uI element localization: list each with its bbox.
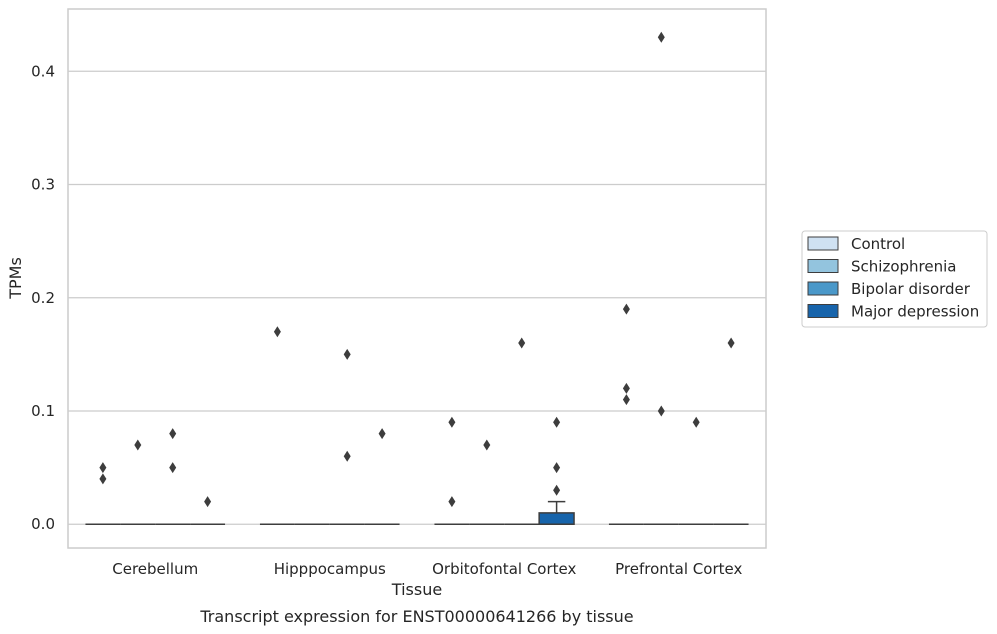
outlier-point (553, 484, 561, 496)
boxes (85, 500, 749, 525)
legend-swatch (807, 236, 839, 251)
outlier-point (692, 416, 700, 428)
chart-caption: Transcript expression for ENST0000064126… (199, 607, 633, 626)
outlier-point (518, 337, 526, 349)
outlier-point (204, 496, 212, 508)
outlier-point (657, 405, 665, 417)
y-tick-label: 0.0 (31, 515, 55, 533)
x-tick-label: Orbitofontal Cortex (432, 560, 576, 578)
outlier-point (657, 31, 665, 43)
grid-lines (68, 70, 766, 525)
legend-swatch (807, 259, 839, 273)
outlier-point (622, 382, 630, 394)
outlier-point (483, 439, 491, 451)
outlier-point (273, 326, 281, 338)
legend-frame (801, 230, 988, 328)
outlier-point (553, 462, 561, 474)
outlier-point (553, 416, 561, 428)
outlier-point (727, 337, 735, 349)
outlier-point (99, 462, 107, 474)
plot-area-frame (67, 8, 767, 549)
outlier-point (622, 303, 630, 315)
box (538, 512, 575, 525)
x-tick-label: Prefrontal Cortex (615, 560, 742, 578)
x-axis-ticks: Cerebellum Hipppocampus Orbitofontal Corte… (112, 560, 742, 578)
x-axis-title: Tissue (391, 580, 442, 599)
outlier-point (343, 450, 351, 462)
x-tick-label: Hipppocampus (274, 560, 386, 578)
y-tick-label: 0.2 (31, 289, 55, 307)
legend: Control Schizophrenia Bipolar disorder Majo… (801, 230, 988, 328)
outlier-point (448, 496, 456, 508)
outlier-point (169, 462, 177, 474)
outliers (99, 31, 735, 508)
y-axis-title: TPMs (6, 257, 25, 300)
x-tick-label: Cerebellum (112, 560, 198, 578)
legend-swatch (807, 281, 839, 296)
outlier-point (134, 439, 142, 451)
legend-label: Schizophrenia (851, 258, 956, 276)
legend-label: Major depression (851, 303, 979, 321)
y-axis-ticks: 0.0 0.1 0.2 0.3 0.4 (31, 62, 55, 533)
outlier-point (343, 348, 351, 360)
legend-swatch (807, 304, 839, 318)
legend-label: Control (851, 235, 905, 253)
y-tick-label: 0.1 (31, 402, 55, 420)
outlier-point (378, 428, 386, 440)
y-tick-label: 0.3 (31, 176, 55, 194)
outlier-point (169, 428, 177, 440)
outlier-point (448, 416, 456, 428)
outlier-point (99, 473, 107, 485)
y-tick-label: 0.4 (31, 62, 55, 80)
legend-label: Bipolar disorder (851, 280, 971, 298)
outlier-point (622, 394, 630, 406)
